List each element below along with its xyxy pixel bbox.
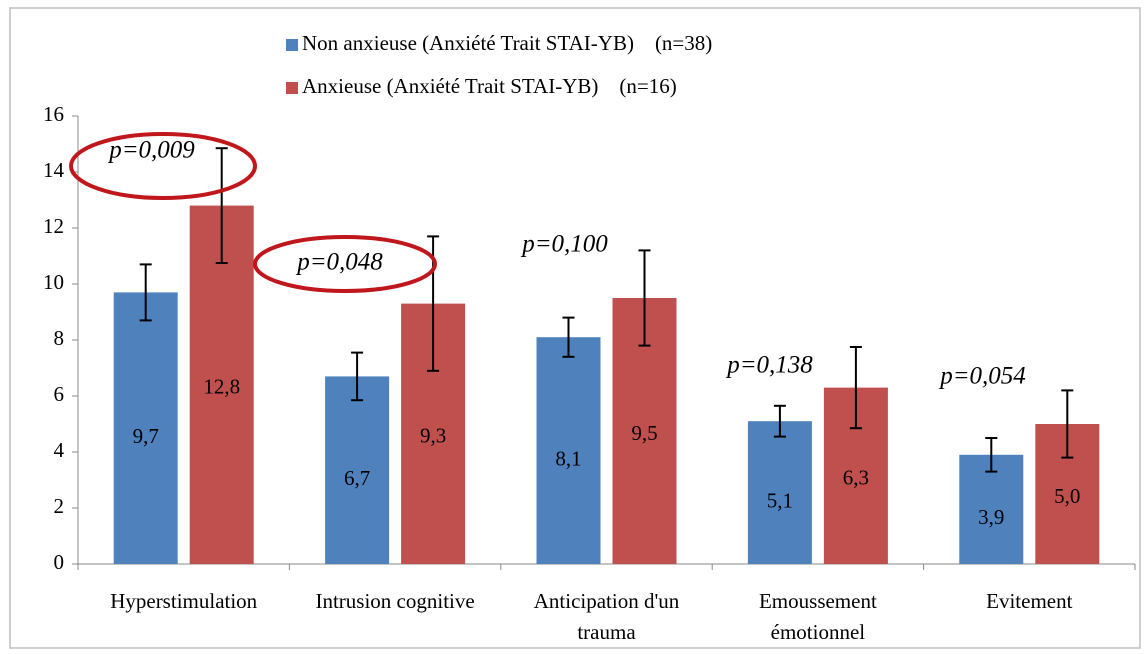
y-tick-label: 14 xyxy=(43,158,65,182)
annotation: p=0,100 xyxy=(520,231,608,258)
y-tick-label: 4 xyxy=(54,438,65,462)
x-tick-label: Intrusion cognitive xyxy=(315,589,474,613)
bar xyxy=(325,376,390,564)
y-tick-label: 16 xyxy=(43,102,64,126)
x-tick-label: Hyperstimulation xyxy=(110,589,257,613)
annotation: p=0,054 xyxy=(938,363,1026,390)
value-label: 9,5 xyxy=(631,421,657,445)
bar xyxy=(747,421,812,564)
legend-swatch xyxy=(286,82,298,94)
bar xyxy=(536,337,601,564)
x-tick-label: Anticipation d'un trauma xyxy=(534,589,680,644)
value-label: 5,0 xyxy=(1054,484,1080,508)
bar xyxy=(113,292,178,564)
legend-label: Anxieuse (Anxiété Trait STAI-YB) (n=16) xyxy=(302,74,677,98)
value-label: 8,1 xyxy=(555,446,581,470)
legend-swatch xyxy=(286,39,298,51)
value-label: 9,7 xyxy=(133,424,159,448)
x-tick-label: Emoussement émotionnel xyxy=(759,589,877,644)
y-tick-label: 0 xyxy=(54,550,65,574)
value-label: 6,7 xyxy=(344,466,370,490)
value-label: 12,8 xyxy=(203,375,240,399)
bar xyxy=(959,454,1024,564)
annotation: p=0,009 xyxy=(107,137,195,164)
value-label: 6,3 xyxy=(843,466,869,490)
bar xyxy=(189,205,254,564)
value-label: 5,1 xyxy=(767,488,793,512)
value-label: 3,9 xyxy=(978,505,1004,529)
x-tick-label: Evitement xyxy=(986,589,1072,613)
y-tick-label: 12 xyxy=(43,214,64,238)
annotation: p=0,048 xyxy=(295,249,383,276)
y-tick-label: 10 xyxy=(43,270,64,294)
y-tick-label: 2 xyxy=(54,494,65,518)
value-label: 9,3 xyxy=(420,424,446,448)
legend-label: Non anxieuse (Anxiété Trait STAI-YB) (n=… xyxy=(302,31,712,55)
y-tick-label: 6 xyxy=(54,382,65,406)
annotation-circle xyxy=(69,132,257,200)
y-tick-label: 8 xyxy=(54,326,65,350)
annotation: p=0,138 xyxy=(725,352,813,379)
annotation-circle xyxy=(253,235,437,293)
